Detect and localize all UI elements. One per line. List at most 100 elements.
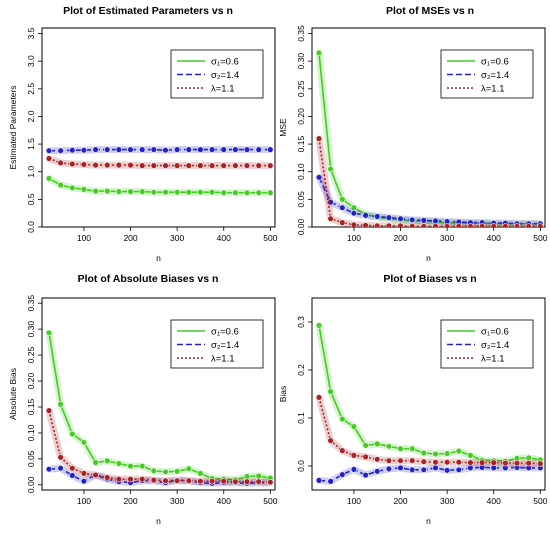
series-1-point: [173, 189, 181, 196]
series-3-point: [115, 161, 123, 169]
series-2-point: [362, 212, 369, 219]
series-3-point: [467, 223, 474, 227]
series-2-point: [255, 146, 262, 153]
series-2-halo: [315, 173, 544, 227]
series-1-point: [115, 460, 123, 467]
x-tick-label: 200: [123, 496, 137, 506]
x-tick-label: 100: [347, 496, 361, 506]
x-tick-label: 200: [393, 233, 407, 243]
series-3-line: [318, 138, 541, 227]
series-1-point: [255, 472, 262, 480]
series-3-point: [455, 223, 462, 227]
series-1-point: [267, 189, 274, 196]
plot-frame: [311, 297, 546, 491]
series-3-point: [339, 219, 346, 226]
series-2-point: [420, 466, 427, 473]
y-tick-label: 0.20: [26, 372, 36, 389]
legend-label-3: λ=1.1: [211, 354, 235, 365]
chart-title: Plot of Biases vs n: [383, 273, 476, 285]
series-1-point: [115, 188, 123, 195]
chart-panel-1: Plot of Estimated Parameters vs n 100 200 3…: [8, 5, 278, 263]
series-3-point: [173, 162, 181, 169]
series-3-point: [255, 162, 262, 169]
series-3-point: [374, 222, 381, 227]
series-3-point: [57, 454, 64, 461]
series-3-point: [502, 459, 509, 467]
series-2-point: [115, 146, 123, 153]
series-3-point: [490, 223, 497, 227]
series-3-point: [92, 161, 99, 169]
series-1-point: [339, 196, 346, 203]
series-3-point: [513, 223, 521, 227]
y-axis-label: Estimated Parameters: [8, 85, 18, 169]
series-1-point: [243, 189, 251, 196]
series-2-point: [397, 215, 404, 222]
y-axis-label: Absolute Bias: [8, 368, 18, 420]
y-tick-label: 0.1: [296, 412, 306, 424]
y-tick-label: 0.25: [26, 347, 36, 364]
series-3-point: [80, 470, 88, 477]
series-3-point: [315, 135, 323, 142]
series-2-point: [69, 147, 76, 154]
legend-label-2: σ₂=1.4: [481, 340, 509, 351]
series-3-point: [537, 223, 544, 227]
series-2-point: [409, 216, 416, 224]
plot-frame: [41, 27, 276, 228]
legend-label-2: σ₂=1.4: [211, 70, 239, 81]
series-2-point: [92, 146, 99, 153]
series-3-point: [220, 162, 227, 169]
series-3-point: [255, 478, 262, 485]
x-tick-label: 300: [170, 233, 184, 243]
series-2-point: [232, 146, 239, 153]
series-3-point: [315, 394, 323, 401]
series-3-point: [420, 223, 427, 227]
y-tick-label: 0.35: [296, 25, 306, 42]
series-2-point: [69, 472, 76, 479]
series-1-point: [92, 459, 99, 466]
series-3-point: [197, 478, 204, 485]
series-3-point: [162, 477, 169, 484]
series-1-point: [185, 189, 193, 196]
series-3-point: [139, 162, 146, 169]
y-tick-label: 0.30: [296, 53, 306, 70]
series-2-point: [397, 464, 404, 472]
legend-label-1: σ₁=0.6: [211, 57, 239, 68]
y-tick-label: 0.5: [26, 193, 36, 205]
series-3-point: [362, 222, 369, 227]
series-3-point: [350, 452, 358, 459]
x-tick-label: 400: [487, 233, 501, 243]
series-2-point: [315, 174, 323, 181]
series-1-point: [92, 187, 99, 195]
x-tick-label: 100: [77, 233, 91, 243]
x-axis-label: n: [156, 253, 161, 263]
series-1-point: [255, 189, 262, 196]
series-1-point: [397, 445, 404, 452]
series-3-point: [502, 223, 509, 227]
series-1-point: [173, 468, 181, 475]
series-3-point: [92, 471, 99, 479]
series-1-point: [409, 445, 416, 452]
y-tick-label: 2.0: [26, 110, 36, 122]
series-3-point: [115, 475, 123, 483]
y-tick-label: 2.5: [26, 83, 36, 95]
series-3-point: [185, 162, 193, 169]
series-3-point: [103, 161, 111, 169]
series-3-point: [385, 457, 393, 464]
legend-label-3: λ=1.1: [481, 84, 505, 95]
chart-panel-4: Plot of Biases vs n 100 200 300 400 500 0.0 0.1…: [278, 273, 548, 526]
series-1-point: [374, 440, 381, 448]
series-2-point: [420, 217, 427, 224]
series-3-point: [350, 221, 358, 227]
series-1-point: [69, 184, 76, 192]
series-3-line: [48, 410, 271, 483]
series-2-point: [57, 465, 64, 472]
series-3-point: [409, 223, 416, 227]
series-1-point: [432, 450, 439, 458]
series-3-point: [232, 478, 239, 485]
legend: σ₁=0.6 σ₂=1.4 λ=1.1: [170, 49, 264, 99]
y-tick-label: 3.5: [26, 27, 36, 39]
series-3-point: [232, 162, 239, 169]
series-2-point: [150, 146, 158, 153]
series-2-point: [350, 466, 358, 473]
